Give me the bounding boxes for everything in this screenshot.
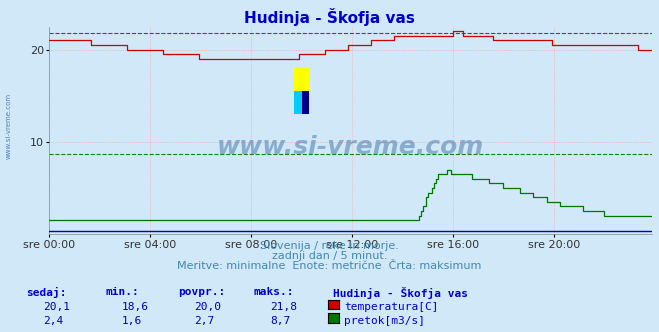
FancyBboxPatch shape <box>294 68 308 91</box>
FancyBboxPatch shape <box>294 91 302 114</box>
Text: 20,1: 20,1 <box>43 302 70 312</box>
Text: Slovenija / reke in morje.: Slovenija / reke in morje. <box>260 241 399 251</box>
FancyBboxPatch shape <box>302 91 308 114</box>
Text: sedaj:: sedaj: <box>26 287 67 298</box>
Text: 8,7: 8,7 <box>270 316 291 326</box>
Text: Hudinja - Škofja vas: Hudinja - Škofja vas <box>244 8 415 26</box>
Text: Meritve: minimalne  Enote: metrične  Črta: maksimum: Meritve: minimalne Enote: metrične Črta:… <box>177 261 482 271</box>
Text: pretok[m3/s]: pretok[m3/s] <box>344 316 425 326</box>
Text: min.:: min.: <box>105 287 139 297</box>
Text: povpr.:: povpr.: <box>178 287 225 297</box>
Text: 18,6: 18,6 <box>122 302 149 312</box>
Text: maks.:: maks.: <box>254 287 294 297</box>
Text: 20,0: 20,0 <box>194 302 221 312</box>
Text: www.si-vreme.com: www.si-vreme.com <box>5 93 12 159</box>
Text: zadnji dan / 5 minut.: zadnji dan / 5 minut. <box>272 251 387 261</box>
Text: Hudinja - Škofja vas: Hudinja - Škofja vas <box>333 287 468 299</box>
Text: www.si-vreme.com: www.si-vreme.com <box>217 135 484 159</box>
Text: 21,8: 21,8 <box>270 302 297 312</box>
Text: temperatura[C]: temperatura[C] <box>344 302 438 312</box>
Text: 1,6: 1,6 <box>122 316 142 326</box>
Text: 2,4: 2,4 <box>43 316 63 326</box>
Text: 2,7: 2,7 <box>194 316 215 326</box>
